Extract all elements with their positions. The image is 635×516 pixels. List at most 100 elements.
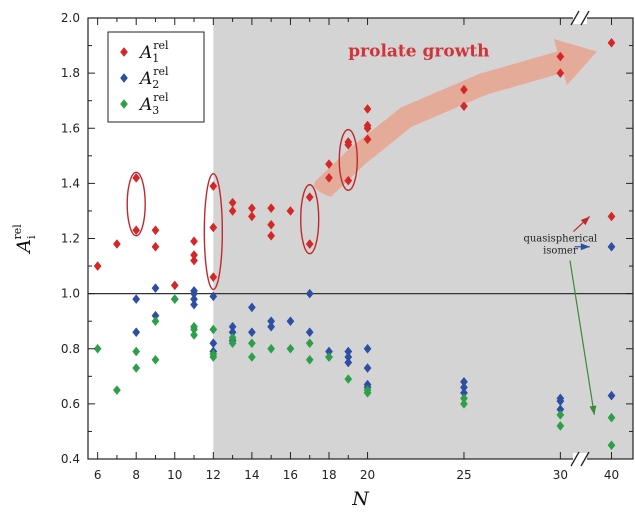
series-3-point xyxy=(190,330,198,340)
series-2-point xyxy=(607,241,616,252)
series-1-point xyxy=(363,104,372,114)
quasispherical-annotation: quasispherical isomer xyxy=(523,216,597,415)
x-tick-label: 25 xyxy=(456,468,471,482)
y-tick-label: 0.6 xyxy=(61,397,80,411)
series-2-point xyxy=(190,299,198,310)
series-3-point xyxy=(305,338,314,349)
series-1-point xyxy=(305,192,314,203)
x-tick-label: 8 xyxy=(132,468,140,482)
series-2-point xyxy=(247,302,256,313)
series-2-point xyxy=(151,283,160,294)
series-3-point xyxy=(556,421,565,431)
series-1-point xyxy=(460,101,468,112)
axis-break-marks xyxy=(570,10,590,467)
axis-break-slash xyxy=(570,451,580,467)
data-marks xyxy=(93,37,616,451)
x-axis-title: N xyxy=(351,488,370,510)
series-2-point xyxy=(267,321,276,332)
quasi-label-line2: isomer xyxy=(543,246,578,257)
x-tick-label: 30 xyxy=(553,468,568,482)
series-3-point xyxy=(112,385,121,395)
series-2-point xyxy=(286,316,295,327)
series-3-point xyxy=(325,352,333,362)
highlight-ellipses xyxy=(126,128,358,291)
annotation-arrowhead xyxy=(580,216,590,226)
series-2-point xyxy=(209,291,218,302)
y-tick-label: 1.2 xyxy=(61,232,80,246)
series-2-point xyxy=(132,327,141,338)
series-1-point xyxy=(209,222,218,233)
series-3-point xyxy=(132,363,141,373)
series-1-point xyxy=(344,175,353,186)
series-1-point xyxy=(228,206,237,216)
series-2-point xyxy=(132,294,141,305)
series-3-point xyxy=(93,343,102,354)
series-1-point xyxy=(132,172,141,183)
series-3-point xyxy=(267,343,276,354)
series-1-point xyxy=(209,181,218,192)
legend-marker-3 xyxy=(120,99,128,109)
prolate-growth-arrow xyxy=(314,39,597,197)
series-1-point xyxy=(556,51,565,62)
y-axis-title-base: A xyxy=(13,239,35,255)
y-axis-title-sup: rel xyxy=(11,224,24,240)
series-1-point xyxy=(325,172,333,183)
series-1-point xyxy=(556,68,565,79)
series-3-point xyxy=(363,387,372,398)
legend-marker-2 xyxy=(120,73,128,83)
series-1-point xyxy=(190,255,198,266)
x-tick-label: 18 xyxy=(321,468,336,482)
series-2-point xyxy=(305,288,314,299)
series-3-point xyxy=(305,354,314,365)
x-tick-label: 14 xyxy=(244,468,259,482)
series-3-point xyxy=(247,352,256,362)
series-3-point xyxy=(556,409,565,420)
series-1-point xyxy=(247,211,256,222)
series-3-point xyxy=(286,343,295,354)
quasi-label-line1: quasispherical xyxy=(523,233,597,244)
x-tick-label: 16 xyxy=(283,468,298,482)
series-3-point xyxy=(209,352,218,362)
series-1-point xyxy=(607,211,616,222)
series-1-point xyxy=(190,236,198,247)
series-1-point xyxy=(325,159,333,169)
series-3-point xyxy=(228,338,237,349)
series-3-point xyxy=(247,338,256,349)
series-1-point xyxy=(460,84,468,95)
series-3-point xyxy=(170,294,179,305)
series-3-point xyxy=(607,440,616,451)
series-1-point xyxy=(267,219,276,230)
series-2-point xyxy=(363,343,372,354)
series-1-point xyxy=(267,230,276,241)
prolate-growth-label: prolate growth xyxy=(348,42,489,62)
y-tick-label: 0.8 xyxy=(61,342,80,356)
series-1-point xyxy=(170,280,179,291)
y-tick-label: 1.6 xyxy=(61,121,80,135)
series-3-point xyxy=(344,374,353,384)
y-axis-title: Airel xyxy=(11,224,38,255)
y-tick-label: 0.4 xyxy=(61,452,80,466)
series-1-point xyxy=(132,225,141,236)
y-axis-title-sub: i xyxy=(25,235,38,239)
highlight-ellipse xyxy=(300,184,320,255)
shaded-region xyxy=(213,18,633,459)
series-3-point xyxy=(151,316,160,327)
series-1-point xyxy=(151,241,160,252)
legend-marker-1 xyxy=(120,47,128,57)
legend-label-2: A2rel xyxy=(138,65,169,91)
highlight-ellipse xyxy=(203,173,224,291)
series-1-point xyxy=(151,225,160,236)
series-1-point xyxy=(112,239,121,249)
y-tick-label: 1.4 xyxy=(61,176,80,190)
series-3-point xyxy=(151,354,160,365)
series-1-point xyxy=(267,203,276,214)
legend-label-1: A1rel xyxy=(138,39,169,65)
x-tick-label: 12 xyxy=(206,468,221,482)
series-2-point xyxy=(344,357,353,368)
series-1-point xyxy=(363,123,372,134)
axis-break-slash xyxy=(580,451,590,467)
annotation-arrow xyxy=(569,260,595,415)
legend-label-3: A3rel xyxy=(138,91,169,117)
annotation-arrowhead xyxy=(580,243,590,251)
